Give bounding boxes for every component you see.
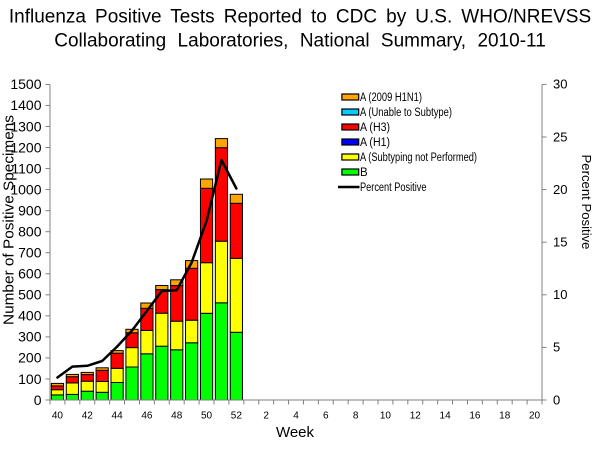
svg-text:0: 0	[34, 392, 42, 408]
svg-text:A (H1): A (H1)	[360, 137, 390, 149]
svg-text:1100: 1100	[11, 160, 41, 176]
svg-text:A (Subtyping not Performed): A (Subtyping not Performed)	[360, 152, 477, 164]
svg-text:40: 40	[52, 411, 64, 422]
svg-text:52: 52	[231, 411, 243, 422]
svg-text:400: 400	[18, 308, 42, 324]
svg-text:600: 600	[18, 266, 42, 282]
svg-text:15: 15	[553, 235, 567, 250]
svg-text:20: 20	[553, 182, 567, 197]
svg-text:1400: 1400	[10, 97, 41, 113]
svg-text:Number of Positive Specimens: Number of Positive Specimens	[1, 115, 18, 325]
svg-text:42: 42	[82, 411, 94, 422]
svg-text:Collaborating Laboratories, Na: Collaborating Laboratories, National Sum…	[54, 31, 546, 52]
svg-text:14: 14	[440, 411, 452, 422]
svg-text:20: 20	[529, 411, 541, 422]
svg-text:4: 4	[293, 411, 299, 422]
svg-text:30: 30	[553, 77, 567, 92]
svg-text:900: 900	[18, 202, 42, 218]
svg-text:50: 50	[201, 411, 213, 422]
svg-text:800: 800	[18, 223, 42, 239]
svg-text:46: 46	[141, 411, 153, 422]
svg-text:5: 5	[553, 340, 560, 355]
svg-text:1200: 1200	[10, 139, 41, 155]
svg-text:Influenza Positive Tests Repor: Influenza Positive Tests Reported to CDC…	[9, 7, 591, 28]
svg-text:100: 100	[18, 371, 42, 387]
svg-text:Percent Positive: Percent Positive	[579, 155, 594, 250]
svg-text:300: 300	[18, 329, 42, 345]
svg-text:500: 500	[18, 287, 42, 303]
svg-text:B: B	[360, 167, 368, 179]
svg-text:25: 25	[553, 129, 567, 144]
svg-text:Week: Week	[276, 424, 315, 441]
svg-text:Percent Positive: Percent Positive	[360, 182, 427, 194]
svg-text:1500: 1500	[10, 76, 41, 92]
svg-text:10: 10	[380, 411, 392, 422]
svg-text:700: 700	[18, 245, 42, 261]
svg-text:2: 2	[263, 411, 269, 422]
svg-text:0: 0	[553, 392, 560, 407]
svg-text:10: 10	[553, 287, 567, 302]
svg-text:200: 200	[18, 350, 42, 366]
svg-text:12: 12	[410, 411, 422, 422]
svg-text:1000: 1000	[10, 181, 41, 197]
svg-text:16: 16	[469, 411, 481, 422]
svg-text:8: 8	[353, 411, 359, 422]
svg-text:44: 44	[112, 411, 124, 422]
svg-text:A (2009 H1N1): A (2009 H1N1)	[360, 92, 422, 104]
svg-text:18: 18	[499, 411, 511, 422]
svg-text:6: 6	[323, 411, 329, 422]
svg-text:A (H3): A (H3)	[360, 122, 390, 134]
svg-text:A (Unable to Subtype): A (Unable to Subtype)	[360, 107, 452, 119]
svg-text:48: 48	[171, 411, 183, 422]
svg-text:1300: 1300	[10, 118, 41, 134]
